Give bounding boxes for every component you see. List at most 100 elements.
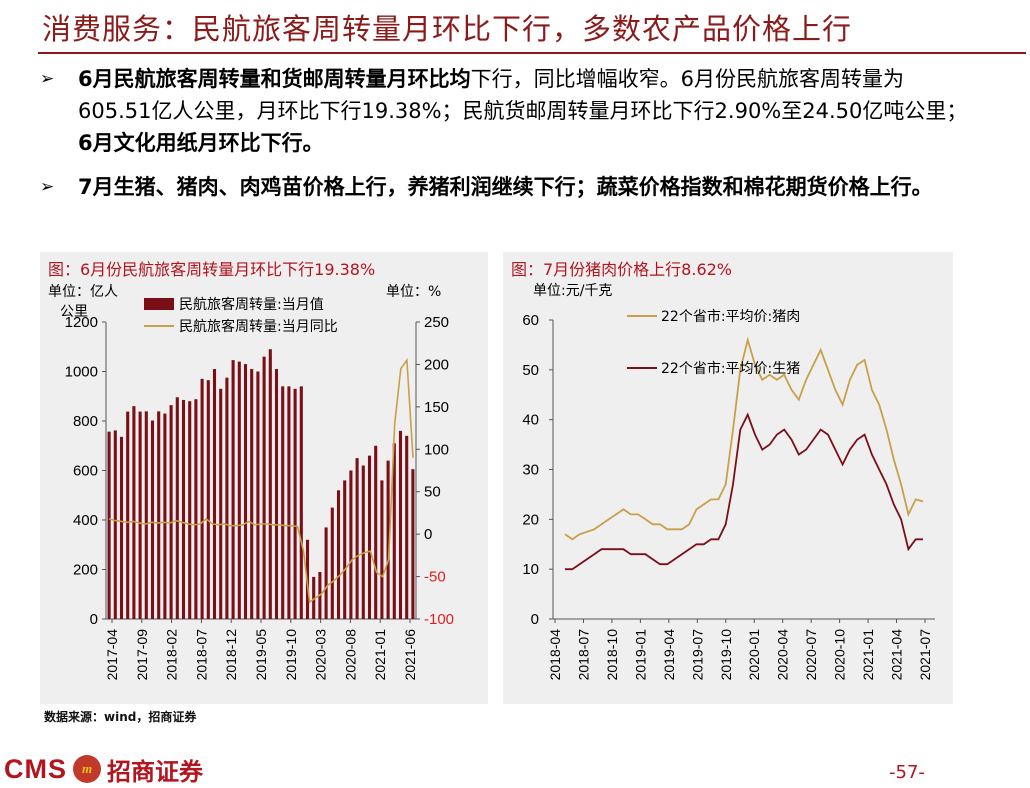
y-tick-label-left: 200	[73, 562, 98, 579]
bar	[293, 388, 297, 619]
bar	[262, 356, 266, 619]
bullet-1-part-2: 下行，同比增幅收窄。6月份民航旅客周转量为605.51亿人公里，月环比下行19.…	[78, 67, 968, 123]
x-tick-label: 2019-10	[283, 629, 299, 681]
legend-label-pork: 22个省市:平均价:猪肉	[661, 308, 800, 325]
x-tick-label: 2021-01	[372, 629, 388, 681]
bar	[163, 413, 167, 619]
x-tick-label: 2021-06	[402, 629, 418, 681]
bar	[119, 436, 124, 619]
bullet-text-1: 6月民航旅客周转量和货邮周转量月环比均下行，同比增幅收窄。6月份民航旅客周转量为…	[78, 63, 968, 159]
y-tick-label: 0	[531, 611, 539, 628]
series-line-pork	[564, 336, 924, 541]
y-tick-label-right: -100	[424, 611, 454, 628]
x-tick-label: 2021-07	[917, 629, 933, 681]
y-tick-label-right: 150	[424, 399, 449, 416]
bullet-1-part-3: 6月文化用纸月环比下行。	[78, 131, 324, 155]
x-tick-label: 2017-09	[134, 629, 150, 681]
legend-label-hog: 22个省市:平均价:生猪	[661, 360, 800, 377]
bar	[281, 386, 285, 619]
page-number: -57-	[889, 762, 925, 783]
bar	[355, 458, 359, 619]
y-tick-label: 30	[522, 462, 539, 479]
bar	[150, 420, 155, 619]
y-tick-label-left: 400	[73, 512, 98, 529]
x-tick-label: 2018-12	[223, 629, 239, 681]
bar	[219, 388, 223, 619]
arrow-bullet-icon: ➢	[40, 177, 55, 197]
bar	[386, 460, 390, 619]
y-tick-label-right: 0	[424, 526, 432, 543]
x-tick-label: 2021-04	[889, 629, 905, 681]
chart-panel-pork-price: 图：7月份猪肉价格上行8.62% 0 10 20 30 40 50 60 2018-04 201…	[503, 252, 953, 704]
bar	[312, 576, 316, 619]
y-tick-label: 50	[522, 362, 539, 379]
title-divider	[38, 52, 1026, 54]
y-tick-label: 40	[522, 412, 539, 429]
bar	[256, 371, 260, 619]
bar	[181, 399, 186, 619]
y-tick-label-right: 100	[424, 441, 449, 458]
bar	[299, 386, 303, 619]
bullet-2-part-1: 7月生猪、猪肉、肉鸡苗价格上行，养猪利润继续下行；蔬菜价格指数和棉花期货价格上行…	[78, 175, 933, 199]
series-line-yoy	[108, 357, 414, 604]
y-tick-label-left: 0	[90, 611, 98, 628]
unit-label-left-2: 公里	[60, 304, 88, 320]
bar	[343, 480, 347, 619]
x-tick-label: 2019-05	[253, 629, 269, 681]
bar	[268, 349, 272, 619]
y-tick-label: 10	[522, 561, 539, 578]
y-tick-label-right: 50	[424, 484, 441, 501]
bar	[138, 411, 142, 619]
x-tick-label: 2017-04	[104, 629, 120, 681]
bar	[188, 401, 192, 619]
legend-label-line: 民航旅客周转量:当月同比	[179, 318, 338, 335]
bar	[274, 369, 279, 619]
bar	[361, 465, 365, 619]
unit-label: 单位:元/千克	[533, 283, 612, 299]
chart-panel-passenger-traffic: 图：6月份民航旅客周转量月环比下行19.38% 0 200 400 600 800 100…	[40, 252, 488, 704]
bar	[374, 445, 378, 619]
y-tick-label-left: 800	[73, 413, 98, 430]
y-tick-label-left: 1200	[65, 314, 98, 331]
y-tick-label: 20	[522, 511, 539, 528]
logo-cms-text: CMS	[4, 753, 67, 784]
y-tick-label-right: 250	[424, 314, 449, 331]
y-tick-label: 60	[522, 312, 539, 329]
bar	[126, 411, 130, 619]
chart-title: 图：7月份猪肉价格上行8.62%	[511, 260, 733, 279]
bar	[157, 411, 161, 619]
legend-label-bar: 民航旅客周转量:当月值	[179, 296, 324, 313]
unit-label-right: 单位：%	[386, 284, 441, 300]
bar	[212, 369, 217, 619]
bar	[398, 430, 403, 619]
data-source-note: 数据来源：wind，招商证券	[44, 710, 197, 724]
unit-label-left: 单位：亿人	[48, 284, 118, 300]
series-line-hog	[565, 412, 923, 571]
arrow-bullet-icon: ➢	[40, 69, 55, 89]
bar	[336, 490, 341, 619]
x-tick-label: 2018-07	[575, 629, 591, 681]
slide-title: 消费服务：民航旅客周转量月环比下行，多数农产品价格上行	[42, 12, 853, 46]
x-tick-label: 2021-01	[860, 629, 876, 681]
bar	[225, 377, 229, 619]
x-tick-label: 2018-04	[547, 629, 563, 681]
x-tick-label: 2018-10	[604, 629, 620, 681]
bar	[287, 386, 291, 619]
x-tick-label: 2019-01	[632, 629, 648, 681]
legend-swatch-bar	[144, 298, 174, 310]
bar	[349, 470, 353, 619]
y-tick-label-right: 200	[424, 356, 449, 373]
chart-passenger-traffic: 0 200 400 600 800 1000 1200 -100 -50 0 50 100 150 200…	[48, 284, 454, 681]
bar	[113, 430, 117, 619]
bar	[200, 378, 204, 619]
bar	[411, 469, 415, 619]
bar	[367, 455, 372, 619]
bar	[392, 443, 396, 619]
logo-chinese-name: 招商证券	[107, 756, 203, 786]
x-tick-label: 2019-07	[689, 629, 705, 681]
chart-pork-price: 0 10 20 30 40 50 60 2018-04 2018-07 2018-10 2019-0…	[522, 283, 935, 681]
x-tick-label: 2020-10	[832, 629, 848, 681]
x-tick-label: 2019-10	[718, 629, 734, 681]
x-tick-label: 2020-04	[775, 629, 791, 681]
bar	[330, 507, 334, 619]
